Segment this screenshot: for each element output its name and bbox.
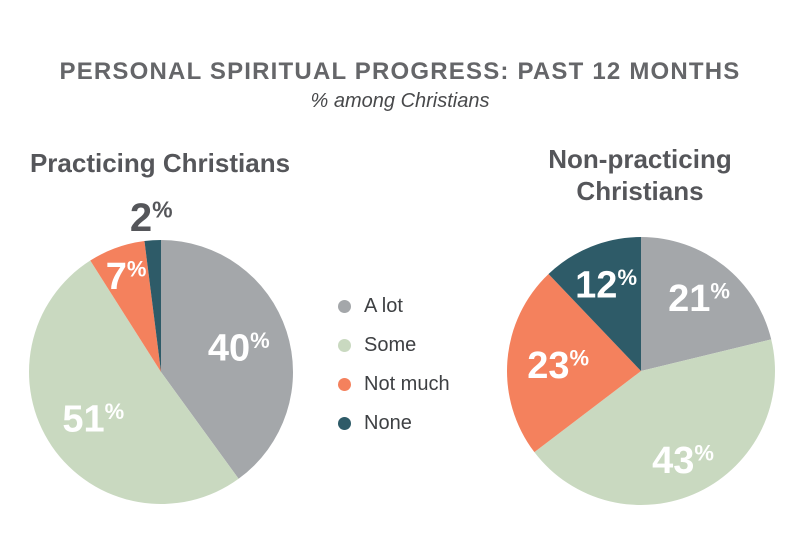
- pie-slice-a-lot: [641, 237, 772, 371]
- pie-slice-none: [144, 240, 161, 372]
- pie-slice-not-much: [507, 274, 641, 453]
- pie-slice-not-much: [90, 241, 161, 372]
- legend-label: Some: [364, 334, 417, 356]
- legend-item: Not much: [338, 365, 450, 404]
- pie-slice-none: [548, 237, 641, 371]
- legend-swatch-a-lot: [338, 300, 351, 313]
- pie-slice-some: [29, 260, 239, 504]
- legend-swatch-not-much: [338, 378, 351, 391]
- pie-chart-non-practicing-christians: 21%43%23%12%: [507, 237, 775, 505]
- page-title: PERSONAL SPIRITUAL PROGRESS: PAST 12 MON…: [59, 58, 741, 85]
- slice-value-label: 40%: [208, 327, 270, 369]
- legend-label: Not much: [364, 373, 450, 395]
- pie-slice-a-lot: [161, 240, 294, 479]
- legend: A lot Some Not much None: [338, 287, 450, 443]
- legend-swatch-none: [338, 417, 351, 430]
- slice-value-label: 43%: [652, 440, 714, 482]
- slice-value-label: 2%: [130, 196, 173, 240]
- left-pie-title: Practicing Christians: [29, 148, 291, 178]
- legend-swatch-some: [338, 339, 351, 352]
- pie-chart-practicing-christians: 40%51%7%2%: [29, 196, 294, 504]
- page-subtitle: % among Christians: [310, 90, 490, 112]
- legend-label: None: [364, 412, 412, 434]
- legend-item: Some: [338, 326, 450, 365]
- right-pie-title: Non-practicing Christians: [548, 144, 732, 206]
- legend-label: A lot: [364, 295, 403, 317]
- pie-slice-some: [534, 339, 775, 505]
- legend-item: None: [338, 404, 450, 443]
- legend-item: A lot: [338, 287, 450, 326]
